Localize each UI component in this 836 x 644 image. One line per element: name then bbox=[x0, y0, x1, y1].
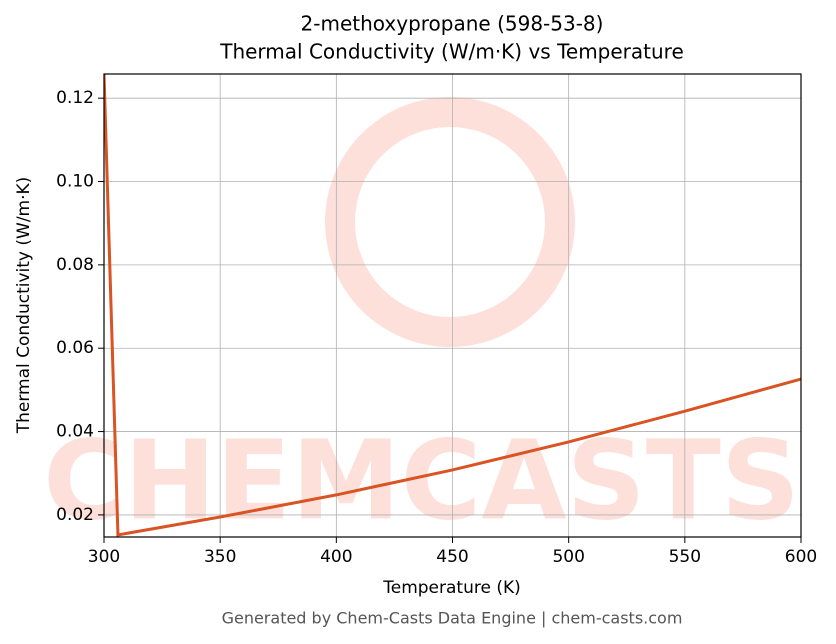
x-tick-label: 300 bbox=[88, 547, 120, 567]
y-tick-label: 0.10 bbox=[56, 172, 94, 192]
chart-title: 2-methoxypropane (598-53-8) bbox=[301, 12, 604, 36]
watermark-logo bbox=[325, 97, 575, 347]
x-tick-label: 450 bbox=[436, 547, 468, 567]
watermark: CHEMCASTS bbox=[43, 416, 800, 544]
x-tick-label: 400 bbox=[320, 547, 352, 567]
y-axis-label: Thermal Conductivity (W/m·K) bbox=[14, 177, 34, 435]
footer: Generated by Chem-Casts Data Engine | ch… bbox=[222, 609, 683, 628]
data-line bbox=[104, 74, 801, 537]
x-tick-label: 350 bbox=[204, 547, 236, 567]
x-tick-label: 550 bbox=[669, 547, 701, 567]
y-tick-label: 0.04 bbox=[56, 422, 94, 442]
x-axis-label: Temperature (K) bbox=[382, 578, 521, 598]
y-tick-label: 0.06 bbox=[56, 338, 94, 358]
y-tick-label: 0.08 bbox=[56, 255, 94, 275]
y-tick-label: 0.02 bbox=[56, 505, 94, 525]
x-tick-label: 600 bbox=[785, 547, 817, 567]
chart-subtitle: Thermal Conductivity (W/m·K) vs Temperat… bbox=[219, 40, 684, 64]
y-tick-label: 0.12 bbox=[56, 88, 94, 108]
x-tick-label: 500 bbox=[552, 547, 584, 567]
